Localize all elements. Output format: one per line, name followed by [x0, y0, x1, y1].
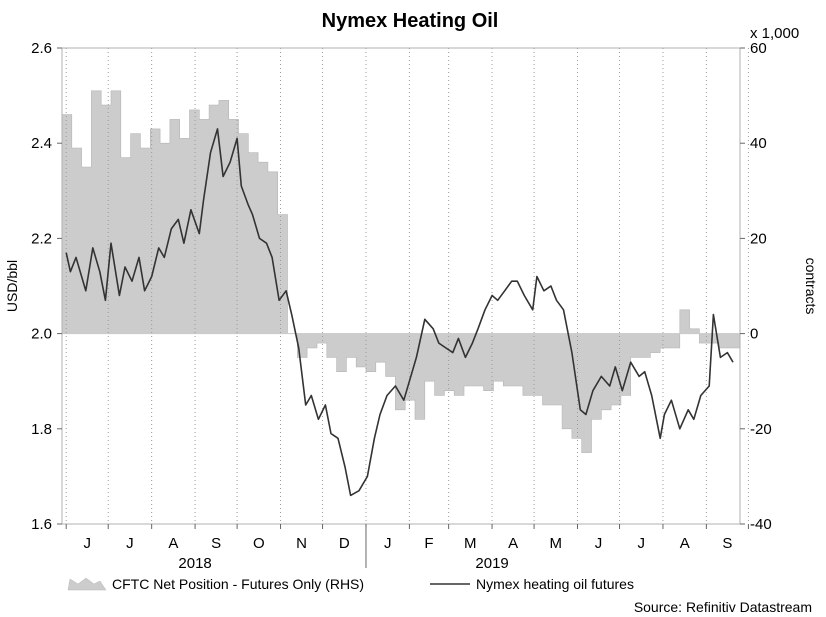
futures-line [65, 128, 734, 497]
right-axis-unit: x 1,000 [750, 25, 799, 42]
left-axis-title: USD/bbl [4, 260, 20, 312]
x-month-label: D [339, 535, 350, 552]
x-month-label: A [168, 535, 178, 552]
chart-title: Nymex Heating Oil [322, 10, 499, 32]
left-tick-label: 1.8 [31, 421, 52, 438]
left-tick-label: 2.2 [31, 230, 52, 247]
legend-area-swatch [67, 577, 107, 591]
x-month-label: J [637, 535, 645, 552]
grid-layer [65, 48, 749, 524]
futures-line-layer [65, 128, 734, 497]
legend: CFTC Net Position - Futures Only (RHS) N… [67, 576, 634, 592]
left-axis: 1.6 1.8 2.0 2.2 2.4 2.6 [31, 40, 62, 533]
x-month-label: J [595, 535, 603, 552]
x-month-label: S [722, 535, 732, 552]
x-month-label: N [296, 535, 307, 552]
right-tick-label: 60 [750, 40, 767, 57]
x-year-label: 2019 [475, 555, 508, 572]
right-tick-label: 0 [750, 326, 758, 343]
right-axis-title: contracts [803, 258, 819, 315]
right-tick-label: -40 [750, 516, 772, 533]
x-month-label: O [253, 535, 265, 552]
x-month-label: M [550, 535, 563, 552]
x-month-label: A [680, 535, 690, 552]
plot-area [61, 47, 749, 525]
left-tick-label: 2.0 [31, 326, 52, 343]
legend-label-futures: Nymex heating oil futures [476, 576, 634, 592]
right-tick-label: 40 [750, 135, 767, 152]
right-axis: -40 -20 0 20 40 60 [740, 40, 772, 533]
x-month-label: J [384, 535, 392, 552]
right-tick-label: -20 [750, 421, 772, 438]
x-month-label: J [126, 535, 134, 552]
x-month-label: A [508, 535, 518, 552]
x-month-label: F [424, 535, 433, 552]
legend-label-net-position: CFTC Net Position - Futures Only (RHS) [112, 576, 364, 592]
net-position-area-layer [61, 90, 741, 453]
left-tick-label: 2.6 [31, 40, 52, 57]
x-year-label: 2018 [178, 555, 211, 572]
x-month-label: J [83, 535, 91, 552]
plot-frame [61, 47, 741, 525]
source-note: Source: Refinitiv Datastream [634, 599, 812, 615]
x-month-label: M [464, 535, 477, 552]
left-tick-label: 2.4 [31, 135, 52, 152]
net-position-area [61, 90, 741, 453]
left-tick-label: 1.6 [31, 516, 52, 533]
x-month-label: S [211, 535, 221, 552]
right-tick-label: 20 [750, 230, 767, 247]
